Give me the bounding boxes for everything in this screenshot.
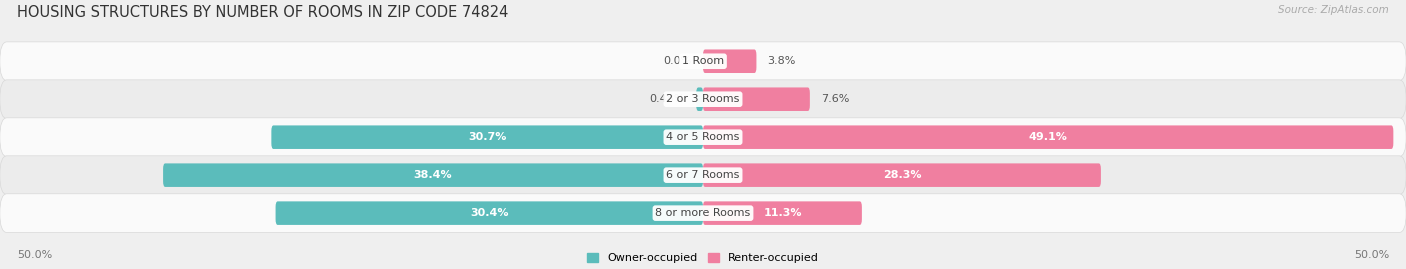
FancyBboxPatch shape [703, 163, 1101, 187]
FancyBboxPatch shape [703, 49, 756, 73]
FancyBboxPatch shape [271, 125, 703, 149]
Text: 6 or 7 Rooms: 6 or 7 Rooms [666, 170, 740, 180]
FancyBboxPatch shape [703, 201, 862, 225]
Text: 38.4%: 38.4% [413, 170, 453, 180]
Text: 11.3%: 11.3% [763, 208, 801, 218]
FancyBboxPatch shape [0, 194, 1406, 232]
Legend: Owner-occupied, Renter-occupied: Owner-occupied, Renter-occupied [586, 253, 820, 263]
Text: 50.0%: 50.0% [1354, 250, 1389, 260]
Text: 7.6%: 7.6% [821, 94, 849, 104]
FancyBboxPatch shape [0, 118, 1406, 157]
Text: 3.8%: 3.8% [768, 56, 796, 66]
FancyBboxPatch shape [703, 87, 810, 111]
FancyBboxPatch shape [0, 42, 1406, 81]
FancyBboxPatch shape [0, 80, 1406, 119]
Text: 2 or 3 Rooms: 2 or 3 Rooms [666, 94, 740, 104]
Text: 1 Room: 1 Room [682, 56, 724, 66]
FancyBboxPatch shape [703, 125, 1393, 149]
Text: 30.7%: 30.7% [468, 132, 506, 142]
Text: 30.4%: 30.4% [470, 208, 509, 218]
Text: 28.3%: 28.3% [883, 170, 921, 180]
Text: 49.1%: 49.1% [1029, 132, 1067, 142]
Text: Source: ZipAtlas.com: Source: ZipAtlas.com [1278, 5, 1389, 15]
Text: 50.0%: 50.0% [17, 250, 52, 260]
FancyBboxPatch shape [0, 156, 1406, 194]
Text: 8 or more Rooms: 8 or more Rooms [655, 208, 751, 218]
FancyBboxPatch shape [276, 201, 703, 225]
FancyBboxPatch shape [163, 163, 703, 187]
Text: 0.48%: 0.48% [650, 94, 685, 104]
Text: HOUSING STRUCTURES BY NUMBER OF ROOMS IN ZIP CODE 74824: HOUSING STRUCTURES BY NUMBER OF ROOMS IN… [17, 5, 508, 20]
Text: 0.0%: 0.0% [664, 56, 692, 66]
Text: 4 or 5 Rooms: 4 or 5 Rooms [666, 132, 740, 142]
FancyBboxPatch shape [696, 87, 703, 111]
